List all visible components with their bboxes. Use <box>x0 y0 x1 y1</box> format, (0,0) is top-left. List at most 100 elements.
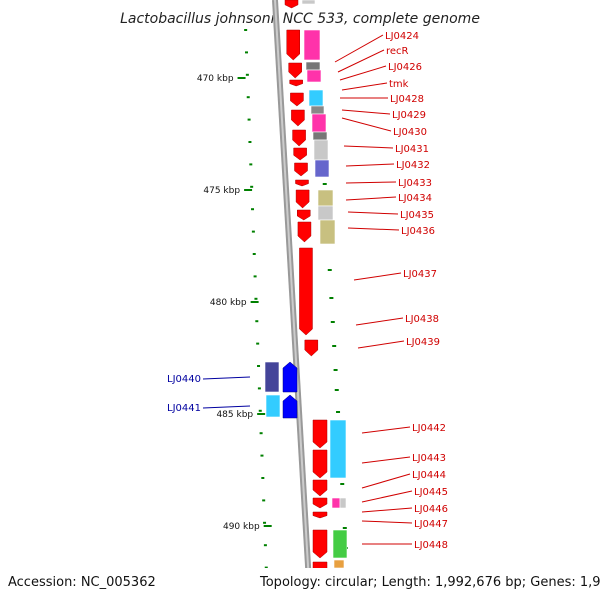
forward-gene-arrow[interactable] <box>293 147 307 161</box>
forward-gene-arrow[interactable] <box>312 479 328 497</box>
forward-gene-arrow[interactable] <box>312 497 328 509</box>
kbp-label: 490 kbp <box>223 522 260 532</box>
forward-gene-arrow[interactable] <box>312 419 328 449</box>
forward-gene-arrow[interactable] <box>292 129 306 147</box>
forward-gene-arrow[interactable] <box>284 0 299 9</box>
feature-block <box>311 113 327 133</box>
gene-label[interactable]: LJ0445 <box>414 487 448 498</box>
forward-gene-arrow[interactable] <box>304 339 319 357</box>
label-leader-line <box>345 163 395 167</box>
feature-block <box>339 497 347 509</box>
map-title: Lactobacillus johnsonii NCC 533, complet… <box>120 11 480 27</box>
label-leader-line <box>337 49 385 73</box>
gene-label[interactable]: tmk <box>389 79 409 90</box>
gene-label[interactable]: LJ0433 <box>398 178 432 189</box>
forward-gene-arrow[interactable] <box>295 179 309 187</box>
gene-label[interactable]: LJ0448 <box>414 540 448 551</box>
label-leader-line <box>343 145 394 149</box>
gene-label[interactable]: LJ0447 <box>414 519 448 530</box>
feature-block <box>264 361 280 393</box>
feature-block <box>329 419 347 479</box>
forward-gene-arrow[interactable] <box>297 221 312 243</box>
feature-block <box>319 219 336 245</box>
gene-label[interactable]: LJ0426 <box>388 62 422 73</box>
reverse-gene-arrow[interactable] <box>282 394 298 419</box>
label-leader-line <box>347 211 399 215</box>
gene-label[interactable]: LJ0431 <box>395 144 429 155</box>
feature-block <box>301 0 316 5</box>
label-leader-line <box>202 376 251 380</box>
kbp-label: 480 kbp <box>210 298 247 308</box>
label-leader-line <box>341 117 392 132</box>
label-leader-line <box>361 520 413 524</box>
label-leader-line <box>361 473 411 489</box>
feature-block <box>313 139 329 161</box>
gene-label[interactable]: LJ0446 <box>414 504 448 515</box>
label-leader-line <box>202 405 251 409</box>
forward-gene-arrow[interactable] <box>290 92 304 107</box>
label-leader-line <box>334 34 384 63</box>
gene-label[interactable]: LJ0436 <box>401 226 435 237</box>
gene-label[interactable]: LJ0441 <box>167 403 201 414</box>
gene-label[interactable]: LJ0440 <box>167 374 201 385</box>
gene-label[interactable]: recR <box>386 46 409 57</box>
gene-label[interactable]: LJ0430 <box>393 127 427 138</box>
gene-label[interactable]: LJ0428 <box>390 94 424 105</box>
feature-block <box>317 205 334 221</box>
kbp-ticks: 470 kbp 475 kbp 480 kbp 485 kbp 490 kbp <box>197 29 348 591</box>
forward-gene-arrow[interactable] <box>312 511 328 519</box>
feature-block <box>310 105 325 115</box>
forward-gene-arrow[interactable] <box>299 247 313 336</box>
topology-text: Topology: circular; Length: 1,992,676 bp… <box>259 575 600 590</box>
forward-gene-arrow[interactable] <box>286 29 300 61</box>
feature-block <box>332 529 348 559</box>
forward-gene-arrow[interactable] <box>288 62 302 79</box>
feature-block <box>314 159 330 178</box>
forward-gene-arrow[interactable] <box>294 162 308 177</box>
forward-gene-arrow[interactable] <box>312 529 328 559</box>
genome-axis-highlight <box>274 0 311 600</box>
gene-label[interactable]: LJ0444 <box>412 470 446 481</box>
label-leader-line <box>341 109 391 115</box>
label-leader-line <box>341 82 388 91</box>
feature-block <box>303 29 321 61</box>
gene-label[interactable]: LJ0434 <box>398 193 432 204</box>
label-leader-line <box>345 181 397 184</box>
forward-gene-arrow[interactable] <box>297 209 311 221</box>
gene-label[interactable]: LJ0437 <box>403 269 437 280</box>
feature-block <box>331 497 341 509</box>
feature-block <box>308 89 324 107</box>
label-leader-line <box>361 426 411 434</box>
label-leader-line <box>347 227 400 231</box>
gene-label[interactable]: LJ0429 <box>392 110 426 121</box>
footer-bg <box>0 568 600 600</box>
kbp-label: 485 kbp <box>216 410 253 420</box>
gene-label[interactable]: LJ0439 <box>406 337 440 348</box>
accession-text: Accession: NC_005362 <box>8 575 156 590</box>
gene-labels[interactable]: LJ0424 recR LJ0426 tmk LJ0428 LJ0429 LJ0430 LJ0… <box>167 31 448 551</box>
forward-gene-arrow[interactable] <box>291 109 305 127</box>
feature-block <box>317 189 334 207</box>
label-leader-line <box>361 490 413 503</box>
gene-label[interactable]: LJ0443 <box>412 453 446 464</box>
kbp-label: 475 kbp <box>203 186 240 196</box>
feature-block <box>265 394 281 418</box>
forward-gene-arrow[interactable] <box>295 189 310 209</box>
gene-label[interactable]: LJ0432 <box>396 160 430 171</box>
feature-block <box>305 61 321 71</box>
gene-label[interactable]: LJ0442 <box>412 423 446 434</box>
feature-block <box>306 69 322 83</box>
gene-label[interactable]: LJ0438 <box>405 314 439 325</box>
label-leader-line <box>361 456 411 464</box>
reverse-gene-arrow[interactable] <box>282 361 298 393</box>
gene-arrows[interactable] <box>282 0 328 581</box>
kbp-label: 470 kbp <box>197 74 234 84</box>
gene-label[interactable]: LJ0435 <box>400 210 434 221</box>
gene-label[interactable]: LJ0424 <box>385 31 419 42</box>
label-leader-line <box>345 196 397 201</box>
feature-block <box>333 559 345 569</box>
forward-gene-arrow[interactable] <box>312 449 328 479</box>
forward-gene-arrow[interactable] <box>289 79 303 87</box>
